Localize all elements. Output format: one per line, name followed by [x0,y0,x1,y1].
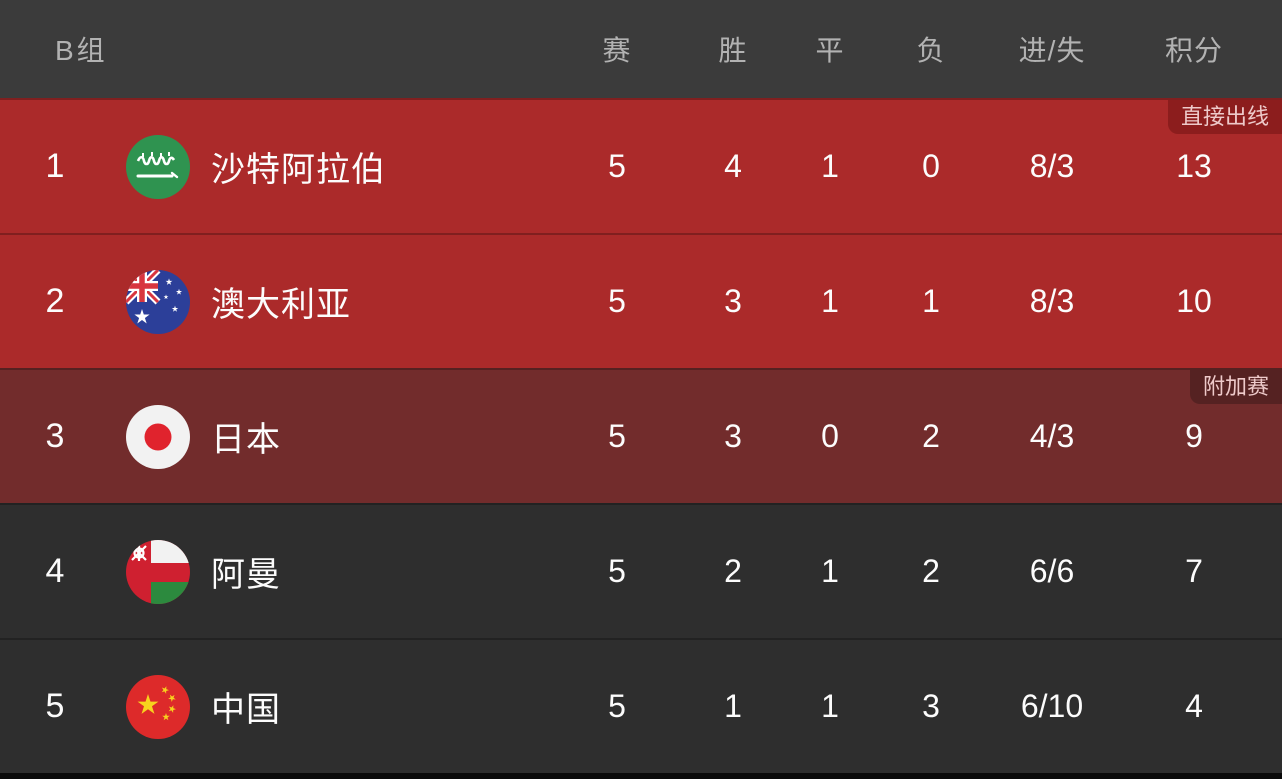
stat-losses: 2 [922,553,940,589]
stat-losses: 1 [922,283,940,319]
table-row[interactable]: 附加赛 3 日本 5 3 0 2 4/3 9 [0,368,1282,503]
rank-label: 1 [45,147,65,185]
stat-wins: 1 [724,688,742,724]
team-name: 中国 [211,691,281,729]
table-row[interactable]: 直接出线 1 沙特阿拉伯 5 4 1 0 8/3 13 [0,98,1282,233]
team-name: 沙特阿拉伯 [211,151,386,189]
column-header-played: 赛 [602,35,632,66]
rank-label: 2 [45,282,65,320]
oman-flag-icon [110,539,205,604]
direct-qualification-badge: 直接出线 [1167,100,1282,134]
stat-wins: 3 [724,283,742,319]
table-row[interactable]: 5 中国 5 1 1 3 6/10 4 [0,638,1282,773]
rank-label: 5 [45,687,65,725]
rank-label: 3 [45,417,65,455]
stat-draws: 0 [821,418,839,454]
stat-played: 5 [608,283,626,319]
stat-wins: 4 [724,148,742,184]
stat-draws: 1 [821,688,839,724]
stat-losses: 2 [922,418,940,454]
saudi-arabia-flag-icon [110,134,205,199]
team-name: 阿曼 [211,556,281,594]
stat-wins: 3 [724,418,742,454]
stat-goals: 6/6 [1029,553,1075,589]
rank-label: 4 [45,552,65,590]
team-name: 日本 [211,421,281,459]
stat-points: 10 [1176,283,1212,319]
stat-goals: 4/3 [1029,418,1075,454]
stat-played: 5 [608,418,626,454]
stat-played: 5 [608,688,626,724]
stat-goals: 8/3 [1029,283,1075,319]
stat-played: 5 [608,148,626,184]
group-label: B组 [55,35,108,66]
stat-goals: 6/10 [1020,688,1084,724]
stat-wins: 2 [724,553,742,589]
stat-losses: 3 [922,688,940,724]
stat-played: 5 [608,553,626,589]
stat-points: 13 [1176,148,1212,184]
column-header-points: 积分 [1164,35,1223,66]
stat-draws: 1 [821,283,839,319]
column-header-losses: 负 [916,35,946,66]
table-header: B组 赛 胜 平 负 进/失 积分 [0,0,1282,98]
table-row[interactable]: 4 阿曼 5 2 1 2 6/6 7 [0,503,1282,638]
china-flag-icon [110,674,205,739]
table-row[interactable]: 2 [0,233,1282,368]
stat-points: 4 [1185,688,1203,724]
japan-flag-icon [110,404,205,469]
stat-points: 7 [1185,553,1203,589]
stat-losses: 0 [922,148,940,184]
stat-goals: 8/3 [1029,148,1075,184]
stat-draws: 1 [821,553,839,589]
stat-points: 9 [1185,418,1203,454]
team-name: 澳大利亚 [211,286,351,324]
column-header-goals: 进/失 [1018,35,1086,66]
column-header-draws: 平 [815,35,845,66]
column-header-wins: 胜 [718,35,748,66]
australia-flag-icon [110,269,205,334]
stat-draws: 1 [821,148,839,184]
playoff-badge: 附加赛 [1189,370,1282,404]
